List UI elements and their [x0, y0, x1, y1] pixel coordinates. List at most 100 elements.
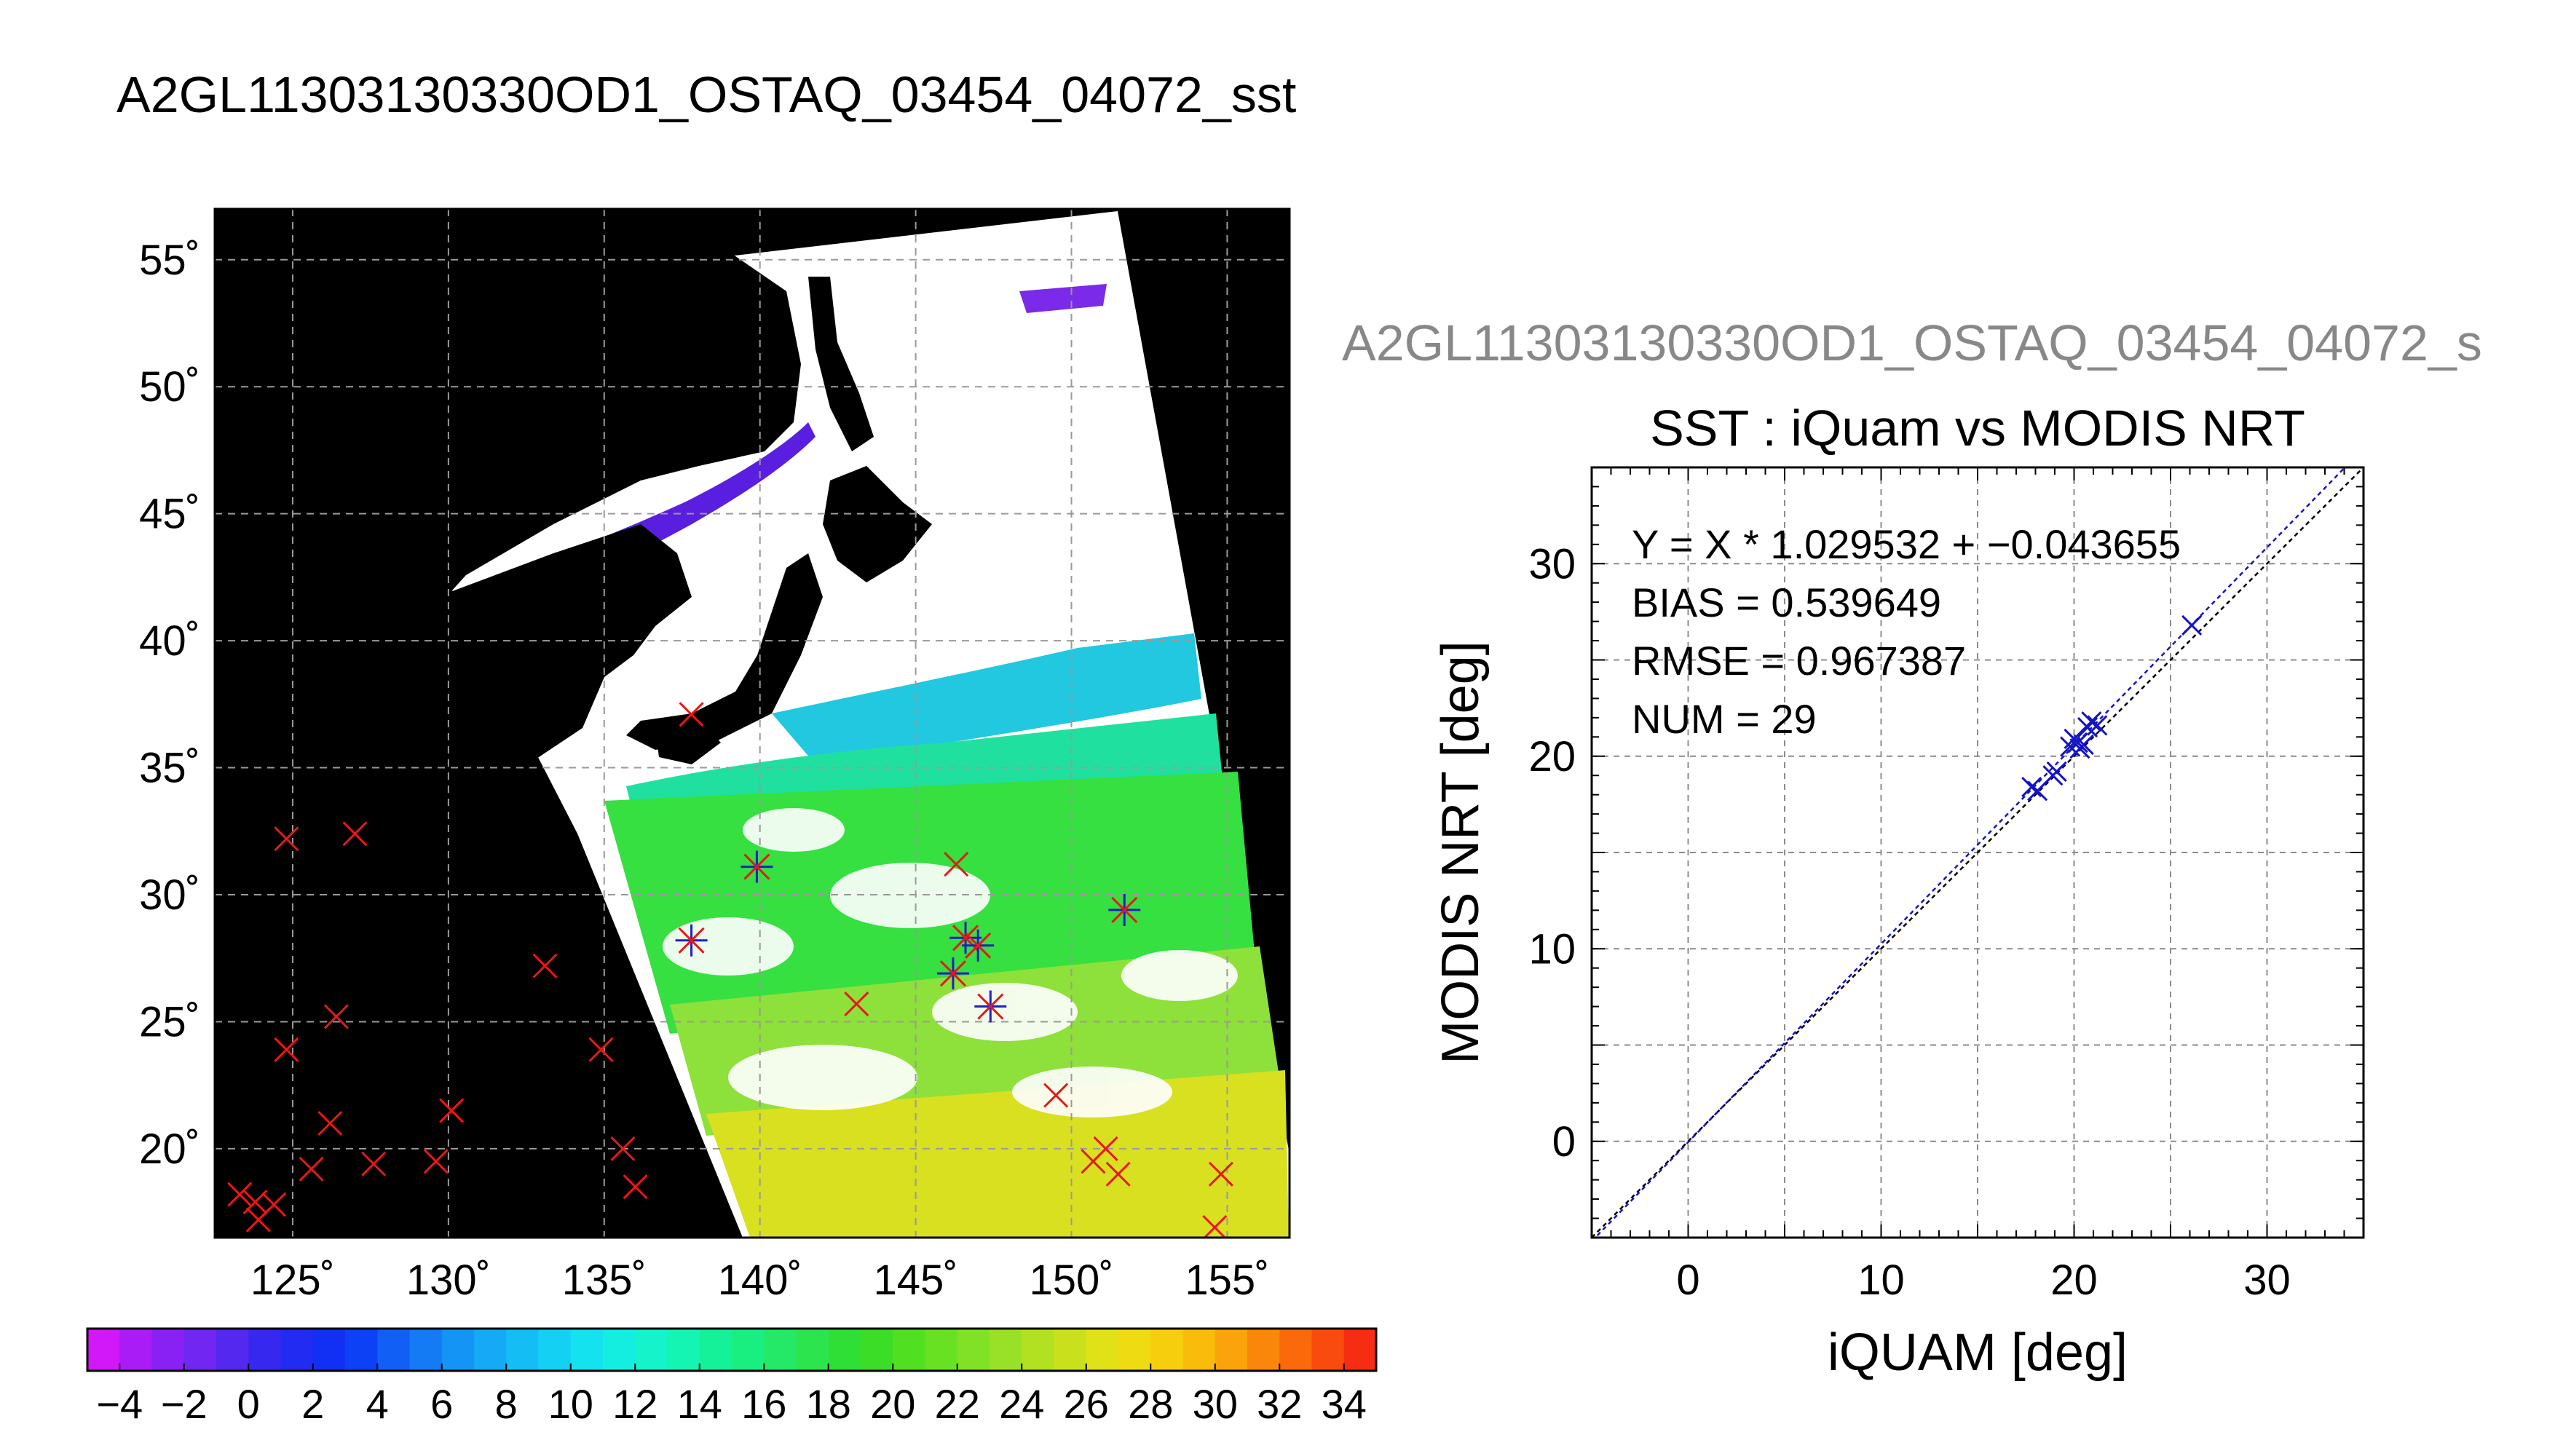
colorbar-tick-label: 2: [301, 1381, 324, 1427]
colorbar-cell: [1247, 1329, 1280, 1371]
colorbar-cell: [603, 1329, 636, 1371]
marker-stroke: [274, 826, 299, 852]
swath-layer: [379, 211, 1289, 1238]
matched-point-cross: [977, 993, 1004, 1020]
scatter-y-tick-label: 20: [1528, 733, 1576, 780]
matched-point: [936, 957, 969, 990]
colorbar-tick-label: 28: [1128, 1381, 1173, 1427]
land-hokkaido: [823, 466, 932, 582]
map-y-tick-label: 45˚: [139, 491, 200, 538]
scatter-x-label: iQUAM [deg]: [1828, 1324, 2128, 1382]
scatter-points: [2021, 614, 2203, 802]
colorbar-cell: [925, 1329, 958, 1371]
colorbar-tick-label: 12: [612, 1381, 657, 1427]
marker-stroke: [844, 991, 869, 1017]
scatter-point: [2181, 614, 2203, 636]
matched-point-cross: [743, 853, 770, 880]
matched-point-cross: [678, 927, 705, 954]
scatter-annotation: NUM = 29: [1632, 696, 1817, 742]
scatter-point: [2067, 732, 2088, 753]
marker-stroke: [610, 1136, 636, 1161]
map-y-tick-label: 40˚: [139, 617, 200, 665]
colorbar-cell: [796, 1329, 829, 1371]
colorbar-cell: [119, 1329, 152, 1371]
scatter-x-tick-labels: 0 10 20 30: [1676, 1257, 2290, 1304]
colorbar: −4 −2 0 2 4 6 8 10 12 14 16 18 20 22 24 26 28 30 32 34: [86, 1327, 1378, 1427]
land-sakhalin: [808, 277, 874, 451]
matched-point-cross: [939, 960, 967, 987]
map-x-tick-label: 135˚: [562, 1257, 647, 1304]
map-x-tick-label: 155˚: [1185, 1257, 1269, 1304]
colorbar-tick-label: 20: [870, 1381, 915, 1427]
scatter-y-tick-label: 0: [1552, 1118, 1576, 1166]
secondary-title: A2GL11303130330OD1_OSTAQ_03454_04072_s: [1342, 314, 2482, 371]
scatter-x-tick-label: 10: [1857, 1257, 1905, 1304]
colorbar-cell: [732, 1329, 765, 1371]
main-title: A2GL11303130330OD1_OSTAQ_03454_04072_sst: [117, 66, 1297, 123]
colorbar-cell: [1215, 1329, 1248, 1371]
colorbar-tick-label: −4: [96, 1381, 143, 1427]
colorbar-cell: [506, 1329, 539, 1371]
marker-stroke: [1203, 1214, 1228, 1238]
map-markers: [227, 702, 1233, 1238]
iquam-point: [844, 991, 869, 1017]
colorbar-cell: [861, 1329, 893, 1371]
colorbar-tick-label: −2: [161, 1381, 208, 1427]
colorbar-cell: [893, 1329, 925, 1371]
colorbar-tick-label: 34: [1322, 1381, 1367, 1427]
land-mainland-north: [379, 251, 801, 590]
marker-stroke: [679, 702, 704, 727]
iquam-point: [361, 1151, 387, 1176]
scatter-point: [2073, 734, 2094, 755]
colorbar-cell: [828, 1329, 861, 1371]
colorbar-frame: [86, 1327, 1378, 1372]
scatter-title: SST : iQuam vs MODIS NRT: [1650, 400, 2305, 456]
map-panel: 125˚ 130˚ 135˚ 140˚ 145˚ 150˚ 155˚ 20˚ 25˚ 30˚ 35…: [139, 207, 1291, 1304]
scatter-point: [2087, 715, 2108, 736]
colorbar-cell: [570, 1329, 604, 1371]
marker-stroke: [439, 1098, 465, 1123]
colorbar-tick-label: 4: [366, 1381, 389, 1427]
matched-point-cross: [965, 932, 992, 959]
iquam-point: [1202, 1214, 1228, 1238]
map-y-tick-label: 50˚: [139, 363, 200, 411]
land-japan-honshu: [626, 553, 823, 750]
marker-stroke: [1043, 1083, 1069, 1108]
matched-point: [1108, 893, 1141, 926]
marker-stroke: [2021, 777, 2042, 798]
land-korea-china: [437, 524, 692, 772]
map-frame: [213, 207, 1291, 1239]
map-x-tick-labels: 125˚ 130˚ 135˚ 140˚ 145˚ 150˚ 155˚: [250, 1257, 1270, 1304]
scatter-annotation: Y = X * 1.029532 + −0.043655: [1632, 521, 2181, 567]
iquam-point: [1105, 1161, 1131, 1187]
marker-stroke: [2181, 614, 2203, 636]
marker-stroke: [2081, 711, 2102, 732]
scatter-point: [2046, 761, 2067, 782]
colorbar-cell: [312, 1329, 346, 1371]
scatter-y-tick-label: 10: [1528, 925, 1576, 973]
iquam-point: [1043, 1083, 1069, 1108]
colorbar-cell: [1279, 1329, 1312, 1371]
scatter-x-tick-label: 30: [2243, 1257, 2291, 1304]
cloud-cover: [663, 808, 1238, 1117]
map-y-tick-label: 20˚: [139, 1125, 200, 1173]
scatter-x-tick-label: 20: [2050, 1257, 2098, 1304]
marker-stroke: [342, 821, 368, 847]
iquam-point: [623, 1174, 648, 1200]
colorbar-cell: [1311, 1329, 1345, 1371]
marker-stroke: [2067, 732, 2088, 753]
map-x-tick-label: 130˚: [406, 1257, 491, 1304]
scatter-annotation: RMSE = 0.967387: [1632, 638, 1966, 684]
marker-stroke: [245, 1207, 271, 1233]
colorbar-cell: [990, 1329, 1022, 1371]
colorbar-tick-label: 32: [1257, 1381, 1302, 1427]
scatter-panel: SST : iQuam vs MODIS NRT 0 10 20 30 0 10 20 30…: [1431, 400, 2365, 1382]
colorbar-tick-label: 10: [548, 1381, 593, 1427]
matched-point: [962, 929, 995, 962]
marker-stroke: [1208, 1161, 1233, 1187]
scatter-y-tick-labels: 0 10 20 30: [1528, 540, 1576, 1166]
colorbar-tick-label: 8: [495, 1381, 518, 1427]
colorbar-cell: [409, 1329, 443, 1371]
identity-line: [1592, 467, 2364, 1238]
colorbar-cell: [280, 1329, 314, 1371]
